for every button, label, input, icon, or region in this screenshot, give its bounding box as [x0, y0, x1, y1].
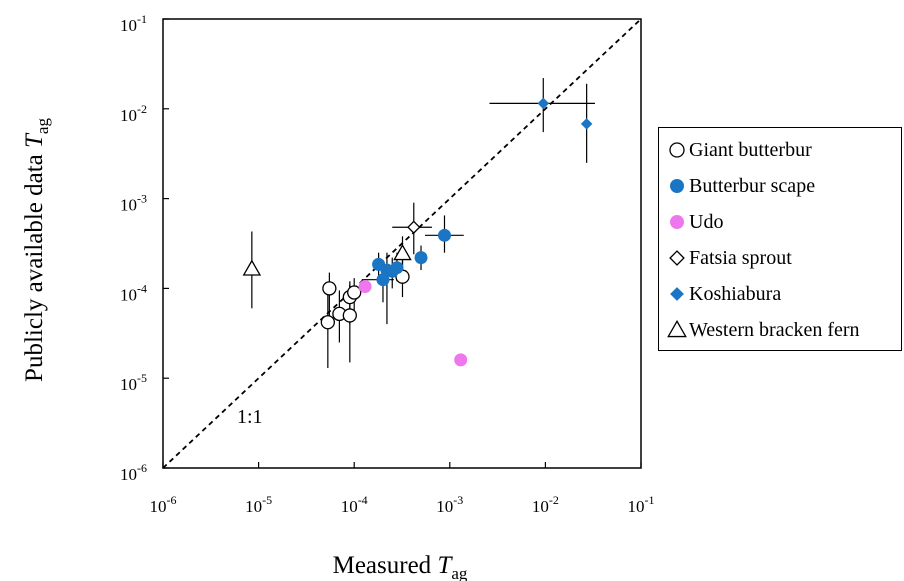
- legend-marker: [669, 250, 685, 266]
- plot-area-frame: [162, 18, 642, 469]
- data-point: [407, 220, 421, 234]
- data-points: [242, 97, 593, 367]
- legend-item: Koshiabura: [667, 276, 781, 312]
- y-tick-label-5: 10-1: [120, 12, 147, 35]
- legend-label: Western bracken fern: [689, 318, 860, 341]
- axis-ticks: [162, 18, 642, 469]
- y-tick-label-1: 10-5: [120, 371, 147, 394]
- legend-label: Fatsia sprout: [689, 246, 792, 269]
- legend-marker-shape: [669, 250, 685, 266]
- legend-marker-shape: [669, 142, 685, 158]
- y-tick-label-4: 10-2: [120, 102, 147, 125]
- data-point: [580, 118, 593, 130]
- legend-marker: [667, 320, 687, 338]
- legend-marker: [670, 179, 684, 193]
- x-tick-labels: 10-6 10-5 10-4 10-3 10-2 10-1: [150, 493, 655, 516]
- data-point: [342, 308, 357, 323]
- legend-label: Udo: [689, 210, 724, 233]
- reference-line-label: 1:1: [237, 406, 263, 428]
- data-point: [242, 259, 262, 276]
- legend-marker-shape: [667, 320, 687, 338]
- data-point: [320, 315, 335, 330]
- x-axis-title: Measured Tag: [333, 552, 468, 581]
- data-point: [414, 251, 428, 265]
- legend-label: Koshiabura: [689, 282, 782, 305]
- legend: Giant butterbur Butterbur scape Udo Fatsia …: [658, 127, 902, 351]
- x-tick-label-4: 10-2: [532, 493, 559, 516]
- legend-marker: [669, 142, 685, 158]
- legend-marker-shape: [670, 287, 684, 301]
- y-axis-title: Publicly available data Tag: [21, 118, 52, 382]
- data-point: [347, 285, 362, 300]
- data-point: [537, 97, 550, 110]
- legend-item: Giant butterbur: [667, 132, 812, 168]
- data-point: [393, 244, 412, 261]
- legend-item: Butterbur scape: [667, 168, 815, 204]
- x-tick-label-0: 10-6: [150, 493, 177, 516]
- legend-item: Western bracken fern: [667, 312, 860, 348]
- y-tick-labels: 10-6 10-5 10-4 10-3 10-2 10-1: [120, 12, 147, 484]
- data-point: [358, 279, 372, 293]
- error-bars: [251, 78, 595, 368]
- legend-marker-shape: [670, 215, 684, 229]
- data-point: [454, 353, 468, 367]
- x-tick-label-2: 10-4: [341, 493, 368, 516]
- data-point: [322, 281, 337, 296]
- y-tick-label-2: 10-4: [120, 281, 147, 304]
- legend-marker: [670, 215, 684, 229]
- legend-marker: [670, 287, 684, 301]
- y-tick-label-0: 10-6: [120, 461, 147, 484]
- legend-item: Udo: [667, 204, 723, 240]
- legend-item: Fatsia sprout: [667, 240, 792, 276]
- x-tick-label-1: 10-5: [245, 493, 272, 516]
- legend-label: Butterbur scape: [689, 174, 816, 197]
- legend-marker-shape: [670, 179, 684, 193]
- legend-label: Giant butterbur: [689, 138, 812, 161]
- x-tick-label-3: 10-3: [436, 493, 463, 516]
- y-tick-label-3: 10-3: [120, 192, 147, 215]
- data-point: [437, 228, 451, 242]
- x-tick-label-5: 10-1: [628, 493, 655, 516]
- data-point: [390, 261, 404, 275]
